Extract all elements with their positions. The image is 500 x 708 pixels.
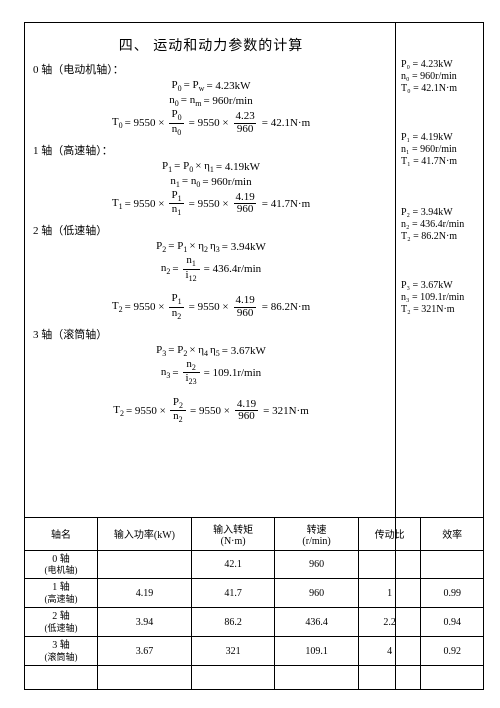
s0-eq3: T0 = 9550 × P0n0 = 9550 × 4.23960 = 42.1… bbox=[31, 109, 391, 137]
th-power: 输入功率(kW) bbox=[98, 517, 192, 550]
row2-i: 2.2 bbox=[358, 608, 421, 637]
s3-eq1: P3 = P2 × η4 η5 = 3.67kW bbox=[31, 344, 391, 358]
row1-i: 1 bbox=[358, 579, 421, 608]
section-title: 四、 运动和动力参数的计算 bbox=[31, 35, 391, 55]
r3-t: T₂ = 321N·m bbox=[401, 304, 479, 315]
row0-n: 960 bbox=[275, 550, 358, 579]
s3-eq2: n3 = n2i23 = 109.1r/min bbox=[31, 359, 391, 387]
r3-p: P₃ = 3.67kW bbox=[401, 280, 479, 291]
s0-eq2: n0 = nm = 960r/min bbox=[31, 94, 391, 108]
row1-p: 4.19 bbox=[98, 579, 192, 608]
row2-name: 2 轴(低速轴) bbox=[25, 608, 98, 637]
row0-t: 42.1 bbox=[191, 550, 274, 579]
right-column: P₀ = 4.23kW n₀ = 960r/min T₀ = 42.1N·m P… bbox=[401, 59, 479, 353]
r0-p: P₀ = 4.23kW bbox=[401, 59, 479, 70]
row1-name: 1 轴(高速轴) bbox=[25, 579, 98, 608]
row1-e: 0.99 bbox=[421, 579, 484, 608]
table-row: 1 轴(高速轴) 4.19 41.7 960 1 0.99 bbox=[25, 579, 484, 608]
s2-eq2: n2 = n1i12 = 436.4r/min bbox=[31, 255, 391, 283]
s1-eq2: n1 = n0 = 960r/min bbox=[31, 175, 391, 189]
row2-n: 436.4 bbox=[275, 608, 358, 637]
row2-e: 0.94 bbox=[421, 608, 484, 637]
r1-t: T₁ = 41.7N·m bbox=[401, 156, 479, 167]
page: 四、 运动和动力参数的计算 0 轴（电动机轴）： P0 = Pw = 4.23k… bbox=[0, 0, 500, 708]
s1-eq3: T1 = 9550 × P1n1 = 9550 × 4.19960 = 41.7… bbox=[31, 190, 391, 218]
main-column: 四、 运动和动力参数的计算 0 轴（电动机轴）： P0 = Pw = 4.23k… bbox=[31, 31, 391, 426]
row3-i: 4 bbox=[358, 637, 421, 666]
s3-head: 3 轴（滚筒轴） bbox=[33, 326, 391, 342]
r1-n: n₁ = 960r/min bbox=[401, 144, 479, 155]
table-row: 3 轴(滚筒轴) 3.67 321 109.1 4 0.92 bbox=[25, 637, 484, 666]
table-header-row: 轴名 输入功率(kW) 输入转矩(N·m) 转速(r/min) 传动比 效率 bbox=[25, 517, 484, 550]
th-speed: 转速(r/min) bbox=[275, 517, 358, 550]
r3-n: n₃ = 109.1r/min bbox=[401, 292, 479, 303]
row2-p: 3.94 bbox=[98, 608, 192, 637]
s1-head: 1 轴（高速轴）： bbox=[33, 142, 391, 158]
r2-n: n₂ = 436.4r/min bbox=[401, 219, 479, 230]
th-eff: 效率 bbox=[421, 517, 484, 550]
right-group-2: P₂ = 3.94kW n₂ = 436.4r/min T₂ = 86.2N·m bbox=[401, 207, 479, 242]
row3-e: 0.92 bbox=[421, 637, 484, 666]
s2-head: 2 轴（低速轴） bbox=[33, 222, 391, 238]
r2-t: T₂ = 86.2N·m bbox=[401, 231, 479, 242]
row0-e bbox=[421, 550, 484, 579]
s2-eq3: T2 = 9550 × P1n2 = 9550 × 4.19960 = 86.2… bbox=[31, 293, 391, 321]
s2-eq1: P2 = P1 × η2 η3 = 3.94kW bbox=[31, 240, 391, 254]
r2-p: P₂ = 3.94kW bbox=[401, 207, 479, 218]
row3-name: 3 轴(滚筒轴) bbox=[25, 637, 98, 666]
row0-i bbox=[358, 550, 421, 579]
s1-eq1: P1 = P0 × η1 = 4.19kW bbox=[31, 160, 391, 174]
right-group-0: P₀ = 4.23kW n₀ = 960r/min T₀ = 42.1N·m bbox=[401, 59, 479, 94]
row3-n: 109.1 bbox=[275, 637, 358, 666]
th-name: 轴名 bbox=[25, 517, 98, 550]
frame: 四、 运动和动力参数的计算 0 轴（电动机轴）： P0 = Pw = 4.23k… bbox=[24, 22, 484, 690]
table-row: 0 轴(电机轴) 42.1 960 bbox=[25, 550, 484, 579]
th-torque: 输入转矩(N·m) bbox=[191, 517, 274, 550]
row1-t: 41.7 bbox=[191, 579, 274, 608]
row3-p: 3.67 bbox=[98, 637, 192, 666]
right-group-3: P₃ = 3.67kW n₃ = 109.1r/min T₂ = 321N·m bbox=[401, 280, 479, 315]
row1-n: 960 bbox=[275, 579, 358, 608]
row2-t: 86.2 bbox=[191, 608, 274, 637]
table-spacer-row bbox=[25, 666, 484, 690]
summary-table: 轴名 输入功率(kW) 输入转矩(N·m) 转速(r/min) 传动比 效率 0… bbox=[24, 517, 484, 690]
table-row: 2 轴(低速轴) 3.94 86.2 436.4 2.2 0.94 bbox=[25, 608, 484, 637]
right-group-1: P₁ = 4.19kW n₁ = 960r/min T₁ = 41.7N·m bbox=[401, 132, 479, 167]
row0-p bbox=[98, 550, 192, 579]
th-ratio: 传动比 bbox=[358, 517, 421, 550]
row0-name: 0 轴(电机轴) bbox=[25, 550, 98, 579]
s0-head: 0 轴（电动机轴）： bbox=[33, 61, 391, 77]
s3-eq3: T2 = 9550 × P2n2 = 9550 × 4.19960 = 321N… bbox=[31, 397, 391, 425]
r0-t: T₀ = 42.1N·m bbox=[401, 83, 479, 94]
r1-p: P₁ = 4.19kW bbox=[401, 132, 479, 143]
r0-n: n₀ = 960r/min bbox=[401, 71, 479, 82]
s0-eq1: P0 = Pw = 4.23kW bbox=[31, 79, 391, 93]
row3-t: 321 bbox=[191, 637, 274, 666]
